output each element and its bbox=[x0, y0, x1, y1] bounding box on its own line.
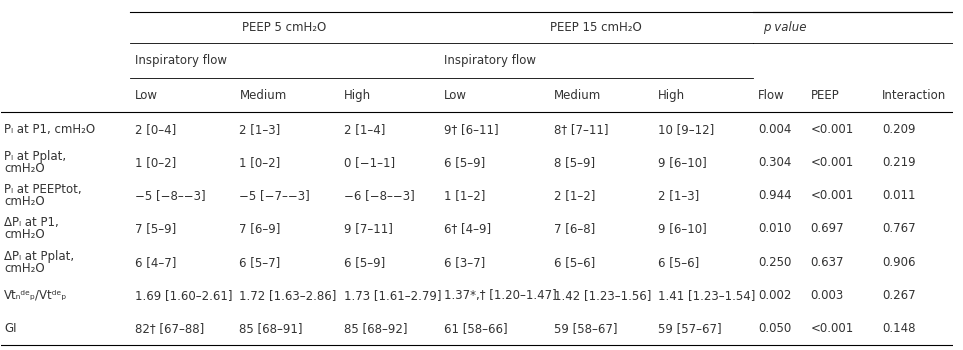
Text: 9 [6–10]: 9 [6–10] bbox=[659, 222, 707, 235]
Text: PEEP 15 cmH₂O: PEEP 15 cmH₂O bbox=[551, 21, 642, 34]
Text: ΔPₗ at P1,: ΔPₗ at P1, bbox=[4, 216, 59, 229]
Text: cmH₂O: cmH₂O bbox=[4, 228, 45, 241]
Text: 0.209: 0.209 bbox=[882, 122, 916, 135]
Text: Flow: Flow bbox=[758, 89, 785, 101]
Text: <0.001: <0.001 bbox=[811, 156, 854, 169]
Text: 1.72 [1.63–2.86]: 1.72 [1.63–2.86] bbox=[240, 289, 337, 302]
Text: 6† [4–9]: 6† [4–9] bbox=[444, 222, 491, 235]
Text: Low: Low bbox=[444, 89, 467, 101]
Text: 1 [0–2]: 1 [0–2] bbox=[240, 156, 280, 169]
Text: 6 [3–7]: 6 [3–7] bbox=[444, 256, 485, 268]
Text: Interaction: Interaction bbox=[882, 89, 947, 101]
Text: <0.001: <0.001 bbox=[811, 322, 854, 335]
Text: 2 [1–3]: 2 [1–3] bbox=[240, 122, 280, 135]
Text: 1.73 [1.61–2.79]: 1.73 [1.61–2.79] bbox=[344, 289, 442, 302]
Text: 1 [0–2]: 1 [0–2] bbox=[135, 156, 176, 169]
Text: <0.001: <0.001 bbox=[811, 122, 854, 135]
Text: 85 [68–92]: 85 [68–92] bbox=[344, 322, 407, 335]
Text: −6 [−8–−3]: −6 [−8–−3] bbox=[344, 189, 415, 202]
Text: 7 [5–9]: 7 [5–9] bbox=[135, 222, 176, 235]
Text: 6 [5–9]: 6 [5–9] bbox=[444, 156, 485, 169]
Text: 0.003: 0.003 bbox=[811, 289, 844, 302]
Text: Pₗ at PEEPtot,: Pₗ at PEEPtot, bbox=[4, 183, 82, 196]
Text: Medium: Medium bbox=[240, 89, 287, 101]
Text: 85 [68–91]: 85 [68–91] bbox=[240, 322, 303, 335]
Text: Inspiratory flow: Inspiratory flow bbox=[444, 54, 536, 67]
Text: 0.219: 0.219 bbox=[882, 156, 916, 169]
Text: 6 [5–6]: 6 [5–6] bbox=[554, 256, 595, 268]
Text: 0.767: 0.767 bbox=[882, 222, 916, 235]
Text: 6 [5–9]: 6 [5–9] bbox=[344, 256, 385, 268]
Text: Vtₙᵈᵉₚ/Vtᵈᵉₚ: Vtₙᵈᵉₚ/Vtᵈᵉₚ bbox=[4, 289, 67, 302]
Text: 0.004: 0.004 bbox=[758, 122, 792, 135]
Text: 0.304: 0.304 bbox=[758, 156, 792, 169]
Text: 0.002: 0.002 bbox=[758, 289, 792, 302]
Text: p value: p value bbox=[763, 21, 806, 34]
Text: 1 [1–2]: 1 [1–2] bbox=[444, 189, 485, 202]
Text: 0.906: 0.906 bbox=[882, 256, 916, 268]
Text: 8† [7–11]: 8† [7–11] bbox=[554, 122, 608, 135]
Text: 0.944: 0.944 bbox=[758, 189, 792, 202]
Text: 1.37*,† [1.20–1.47]: 1.37*,† [1.20–1.47] bbox=[444, 289, 557, 302]
Text: 0.267: 0.267 bbox=[882, 289, 916, 302]
Text: Inspiratory flow: Inspiratory flow bbox=[135, 54, 226, 67]
Text: 9 [6–10]: 9 [6–10] bbox=[659, 156, 707, 169]
Text: 0.148: 0.148 bbox=[882, 322, 916, 335]
Text: 82† [67–88]: 82† [67–88] bbox=[135, 322, 204, 335]
Text: 1.42 [1.23–1.56]: 1.42 [1.23–1.56] bbox=[554, 289, 651, 302]
Text: 9† [6–11]: 9† [6–11] bbox=[444, 122, 499, 135]
Text: cmH₂O: cmH₂O bbox=[4, 195, 45, 208]
Text: Low: Low bbox=[135, 89, 158, 101]
Text: High: High bbox=[344, 89, 371, 101]
Text: 6 [5–7]: 6 [5–7] bbox=[240, 256, 280, 268]
Text: −5 [−7–−3]: −5 [−7–−3] bbox=[240, 189, 310, 202]
Text: 7 [6–8]: 7 [6–8] bbox=[554, 222, 595, 235]
Text: High: High bbox=[659, 89, 686, 101]
Text: GI: GI bbox=[4, 322, 16, 335]
Text: ΔPₗ at Pplat,: ΔPₗ at Pplat, bbox=[4, 250, 74, 262]
Text: 59 [57–67]: 59 [57–67] bbox=[659, 322, 722, 335]
Text: 1.69 [1.60–2.61]: 1.69 [1.60–2.61] bbox=[135, 289, 232, 302]
Text: 1.41 [1.23–1.54]: 1.41 [1.23–1.54] bbox=[659, 289, 756, 302]
Text: cmH₂O: cmH₂O bbox=[4, 162, 45, 175]
Text: Medium: Medium bbox=[554, 89, 601, 101]
Text: 6 [4–7]: 6 [4–7] bbox=[135, 256, 176, 268]
Text: 10 [9–12]: 10 [9–12] bbox=[659, 122, 715, 135]
Text: <0.001: <0.001 bbox=[811, 189, 854, 202]
Text: PEEP 5 cmH₂O: PEEP 5 cmH₂O bbox=[243, 21, 326, 34]
Text: 7 [6–9]: 7 [6–9] bbox=[240, 222, 281, 235]
Text: Pₗ at Pplat,: Pₗ at Pplat, bbox=[4, 150, 66, 163]
Text: 0.697: 0.697 bbox=[811, 222, 845, 235]
Text: 9 [7–11]: 9 [7–11] bbox=[344, 222, 393, 235]
Text: 0 [−1–1]: 0 [−1–1] bbox=[344, 156, 395, 169]
Text: 0.637: 0.637 bbox=[811, 256, 844, 268]
Text: 2 [0–4]: 2 [0–4] bbox=[135, 122, 176, 135]
Text: −5 [−8–−3]: −5 [−8–−3] bbox=[135, 189, 205, 202]
Text: 0.250: 0.250 bbox=[758, 256, 792, 268]
Text: 6 [5–6]: 6 [5–6] bbox=[659, 256, 699, 268]
Text: Pₗ at P1, cmH₂O: Pₗ at P1, cmH₂O bbox=[4, 122, 95, 135]
Text: cmH₂O: cmH₂O bbox=[4, 261, 45, 274]
Text: 59 [58–67]: 59 [58–67] bbox=[554, 322, 617, 335]
Text: 2 [1–2]: 2 [1–2] bbox=[554, 189, 595, 202]
Text: 0.010: 0.010 bbox=[758, 222, 792, 235]
Text: 61 [58–66]: 61 [58–66] bbox=[444, 322, 508, 335]
Text: 8 [5–9]: 8 [5–9] bbox=[554, 156, 594, 169]
Text: PEEP: PEEP bbox=[811, 89, 840, 101]
Text: 2 [1–3]: 2 [1–3] bbox=[659, 189, 699, 202]
Text: 2 [1–4]: 2 [1–4] bbox=[344, 122, 385, 135]
Text: 0.011: 0.011 bbox=[882, 189, 916, 202]
Text: 0.050: 0.050 bbox=[758, 322, 792, 335]
